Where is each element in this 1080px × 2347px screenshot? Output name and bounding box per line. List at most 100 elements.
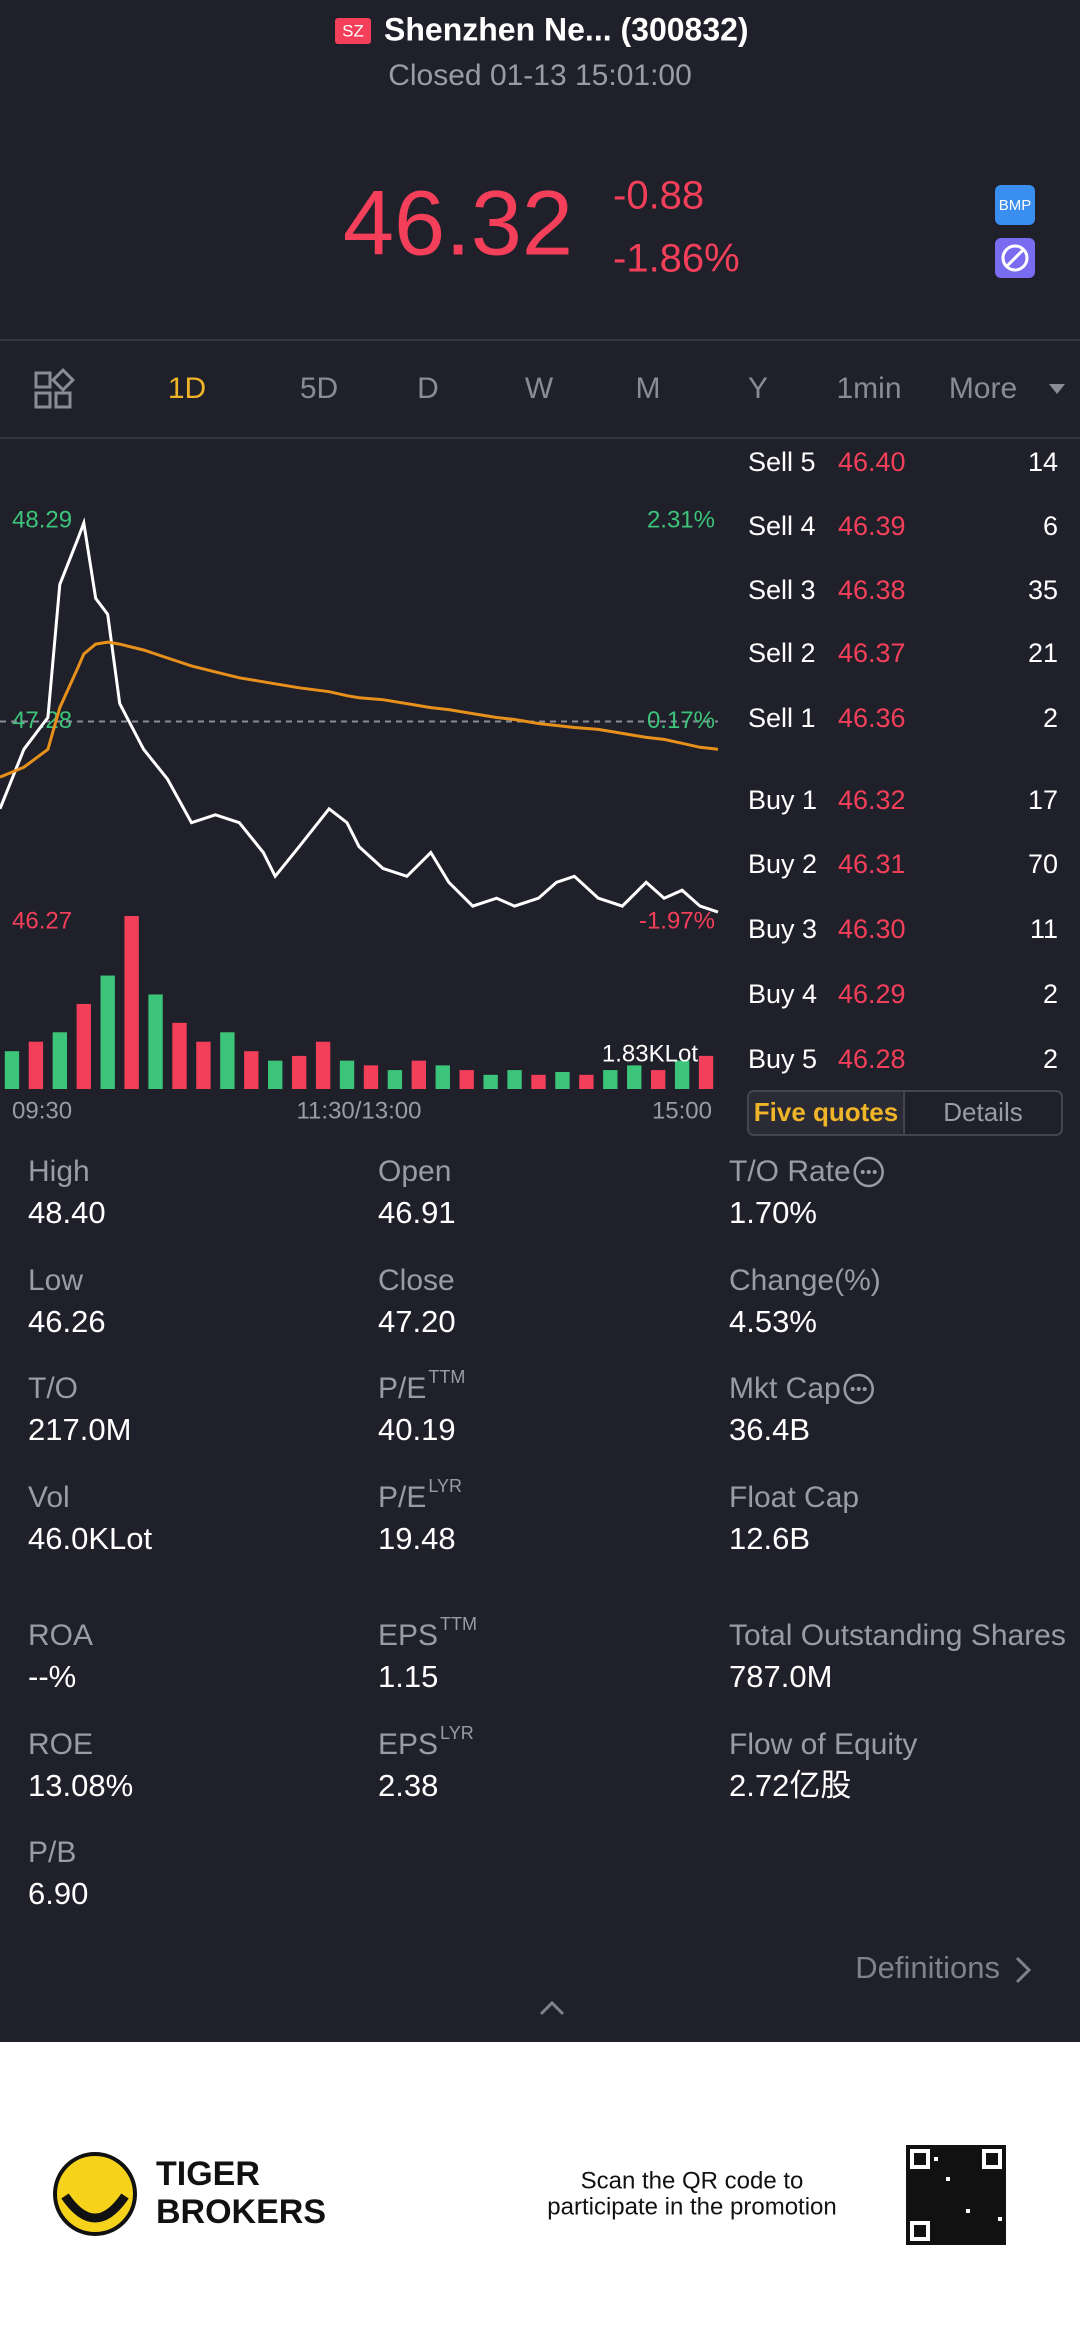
volume-bar: [220, 1032, 235, 1089]
volume-label: 1.83KLot: [602, 1040, 698, 1067]
alert-icon-glyph: [1004, 247, 1026, 269]
qr-cell: [970, 2149, 974, 2153]
qr-cell: [926, 2213, 930, 2217]
qr-cell: [930, 2189, 934, 2193]
qr-cell: [934, 2201, 938, 2205]
qr-cell: [986, 2221, 990, 2225]
qr-cell: [978, 2201, 982, 2205]
qr-cell: [914, 2213, 918, 2217]
qr-cell: [994, 2221, 998, 2225]
book-qty: 6: [1043, 511, 1058, 541]
volume-bar: [483, 1074, 498, 1089]
qr-cell: [974, 2197, 978, 2201]
qr-cell: [982, 2205, 986, 2209]
qr-cell: [1002, 2189, 1006, 2193]
bmp-icon[interactable]: [995, 185, 1035, 225]
qr-cell: [990, 2237, 994, 2241]
qr-cell: [970, 2177, 974, 2181]
qr-cell: [986, 2169, 990, 2173]
qr-cell: [918, 2185, 922, 2189]
qr-cell: [998, 2177, 1002, 2181]
timeframe-tab[interactable]: More: [949, 372, 1017, 405]
qr-cell: [922, 2181, 926, 2185]
qr-cell: [998, 2193, 1002, 2197]
qr-cell: [950, 2189, 954, 2193]
layout-icon[interactable]: [34, 367, 76, 409]
qr-cell: [986, 2197, 990, 2201]
qr-cell: [934, 2197, 938, 2201]
qr-cell: [910, 2241, 914, 2245]
qr-cell: [942, 2229, 946, 2233]
qr-cell: [970, 2237, 974, 2241]
qr-cell: [950, 2185, 954, 2189]
qr-cell: [966, 2149, 970, 2153]
y-tick-label: 48.29: [12, 506, 72, 533]
qr-cell: [994, 2225, 998, 2229]
stat-value: 4.53%: [729, 1304, 817, 1339]
timeframe-tab[interactable]: 1min: [836, 372, 901, 405]
qr-cell: [990, 2217, 994, 2221]
qr-cell: [934, 2181, 938, 2185]
stat-label: T/O: [28, 1372, 78, 1405]
info-icon[interactable]: [853, 1156, 884, 1188]
volume-bar: [339, 1060, 355, 1089]
qr-cell: [914, 2233, 918, 2237]
book-tab[interactable]: Five quotes: [754, 1097, 898, 1127]
qr-cell: [950, 2233, 954, 2237]
qr-cell: [922, 2153, 926, 2157]
timeframe-tab[interactable]: 5D: [300, 372, 338, 405]
stat-label: Change(%): [729, 1264, 881, 1297]
qr-cell: [966, 2197, 970, 2201]
qr-cell: [934, 2169, 938, 2173]
qr-cell: [966, 2229, 970, 2233]
qr-cell: [974, 2165, 978, 2169]
qr-cell: [954, 2149, 958, 2153]
qr-cell: [946, 2193, 950, 2197]
volume-bar: [100, 975, 115, 1089]
qr-cell: [938, 2229, 942, 2233]
qr-cell: [926, 2205, 930, 2209]
stat-label: High: [28, 1155, 90, 1188]
book-tab[interactable]: Details: [943, 1097, 1022, 1127]
qr-cell: [982, 2217, 986, 2221]
definitions-link[interactable]: Definitions: [855, 1950, 1000, 1985]
qr-cell: [946, 2149, 950, 2153]
qr-cell: [906, 2149, 910, 2153]
qr-cell: [986, 2201, 990, 2205]
book-price: 46.30: [838, 914, 906, 944]
x-tick-label: 11:30/13:00: [296, 1097, 421, 1124]
qr-cell: [906, 2213, 910, 2217]
timeframe-tab[interactable]: 1D: [168, 372, 206, 405]
qr-cell: [986, 2145, 990, 2149]
info-icon[interactable]: [843, 1373, 874, 1405]
qr-cell: [918, 2157, 922, 2161]
qr-code: [906, 2145, 1006, 2245]
qr-cell: [1002, 2161, 1006, 2165]
layout-icon-part: [50, 367, 76, 393]
qr-cell: [950, 2197, 954, 2201]
qr-cell: [990, 2153, 994, 2157]
qr-cell: [998, 2169, 1002, 2173]
timeframe-tab[interactable]: W: [525, 372, 554, 405]
timeframe-tab[interactable]: Y: [748, 372, 768, 405]
qr-cell: [930, 2161, 934, 2165]
book-side: Buy 1: [748, 785, 817, 815]
qr-cell: [970, 2225, 974, 2229]
qr-cell: [938, 2193, 942, 2197]
timeframe-tab[interactable]: D: [417, 372, 439, 405]
x-tick-label: 09:30: [12, 1097, 72, 1124]
qr-cell: [998, 2229, 1002, 2233]
qr-cell: [994, 2161, 998, 2165]
qr-cell: [962, 2161, 966, 2165]
qr-cell: [906, 2185, 910, 2189]
book-price: 46.39: [838, 511, 906, 541]
qr-cell: [994, 2197, 998, 2201]
collapse-arrow[interactable]: [539, 2000, 565, 2016]
timeframe-tab[interactable]: M: [636, 372, 661, 405]
qr-cell: [926, 2173, 930, 2177]
qr-cell: [962, 2229, 966, 2233]
book-qty: 2: [1043, 1044, 1058, 1074]
qr-cell: [946, 2233, 950, 2237]
qr-cell: [910, 2177, 914, 2181]
qr-cell: [958, 2241, 962, 2245]
